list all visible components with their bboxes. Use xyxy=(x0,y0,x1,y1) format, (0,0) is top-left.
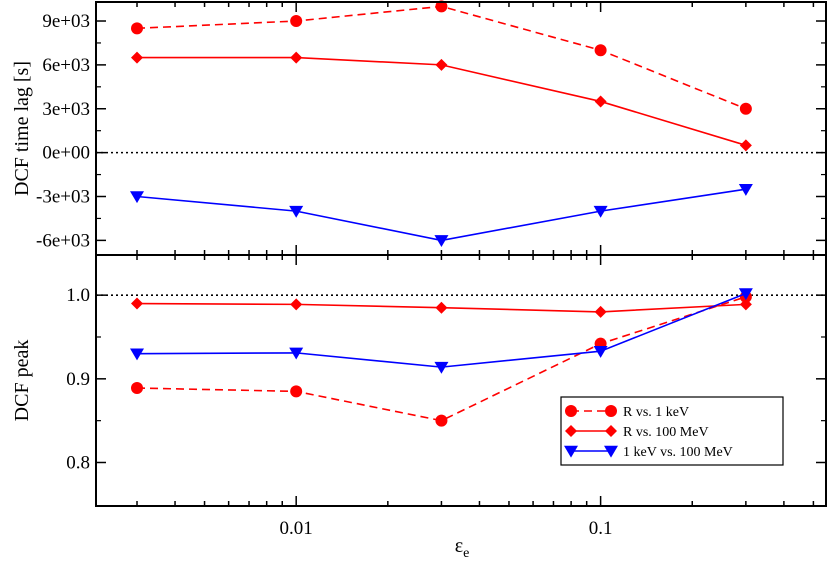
plot-frame xyxy=(95,254,827,507)
legend-marker-right xyxy=(604,445,618,458)
data-point xyxy=(289,205,304,218)
y-tick-label: -3e+03 xyxy=(36,187,90,208)
series-2 xyxy=(130,288,753,374)
data-point xyxy=(593,205,608,218)
data-point xyxy=(739,298,752,311)
data-point xyxy=(435,0,448,13)
data-point xyxy=(131,382,144,395)
data-point xyxy=(435,414,448,427)
data-point xyxy=(738,288,753,301)
legend-label: R vs. 1 keV xyxy=(623,405,689,420)
legend-marker-left xyxy=(565,405,577,417)
y-axis-title: DCF peak xyxy=(11,340,33,422)
x-axis-title-symbol: ε xyxy=(455,535,463,557)
series-0 xyxy=(131,0,752,115)
data-point xyxy=(594,305,607,318)
legend-marker-right xyxy=(605,425,617,437)
y-tick-label: 1.0 xyxy=(66,285,90,306)
data-point xyxy=(593,345,608,358)
data-point xyxy=(290,385,303,398)
legend-label: R vs. 100 MeV xyxy=(623,425,709,440)
y-tick-label: 6e+03 xyxy=(42,55,90,76)
y-tick-label: 0.8 xyxy=(66,452,90,473)
legend-label: 1 keV vs. 100 MeV xyxy=(623,445,733,460)
data-point xyxy=(130,348,145,361)
x-tick-label: 0.01 xyxy=(280,518,313,539)
y-tick-label: 0.9 xyxy=(66,369,90,390)
data-point xyxy=(290,51,303,64)
y-axis-title: DCF time lag [s] xyxy=(11,61,33,196)
data-point xyxy=(738,183,753,196)
data-point xyxy=(131,22,144,35)
data-point xyxy=(739,139,752,152)
data-point xyxy=(739,102,752,115)
series-1 xyxy=(131,297,752,318)
data-point xyxy=(290,15,303,28)
data-point xyxy=(131,51,144,64)
data-point xyxy=(289,347,304,360)
legend-marker-right xyxy=(605,405,617,417)
legend: R vs. 1 keV R vs. 100 MeV 1 keV vs. 100 Me… xyxy=(560,396,784,466)
data-point xyxy=(435,301,448,314)
y-tick-label: -6e+03 xyxy=(36,230,90,251)
data-point xyxy=(594,95,607,108)
x-axis-title: εe xyxy=(455,535,470,561)
series-line xyxy=(136,188,746,242)
series-line xyxy=(136,296,747,422)
data-point xyxy=(434,361,449,374)
data-point xyxy=(594,44,607,57)
series-1 xyxy=(131,51,752,152)
y-tick-label: 0e+00 xyxy=(42,143,90,164)
top-panel: -6e+03 -3e+03 0e+00 3e+03 6e+03 9e+03 DCF time… xyxy=(11,0,827,256)
data-point xyxy=(434,235,449,248)
data-point xyxy=(290,298,303,311)
chart-root: -6e+03 -3e+03 0e+00 3e+03 6e+03 9e+03 DCF time… xyxy=(11,0,827,561)
legend-marker-left xyxy=(564,445,578,458)
legend-marker-left xyxy=(565,425,577,437)
x-tick-label: 0.1 xyxy=(589,518,613,539)
y-tick-label: 3e+03 xyxy=(42,99,90,120)
y-tick-label: 9e+03 xyxy=(42,11,90,32)
series-2 xyxy=(130,183,753,248)
data-point xyxy=(130,191,145,204)
plot-frame xyxy=(95,1,827,256)
x-axis-title-subscript: e xyxy=(463,546,469,561)
data-point xyxy=(131,297,144,310)
data-point xyxy=(435,58,448,71)
